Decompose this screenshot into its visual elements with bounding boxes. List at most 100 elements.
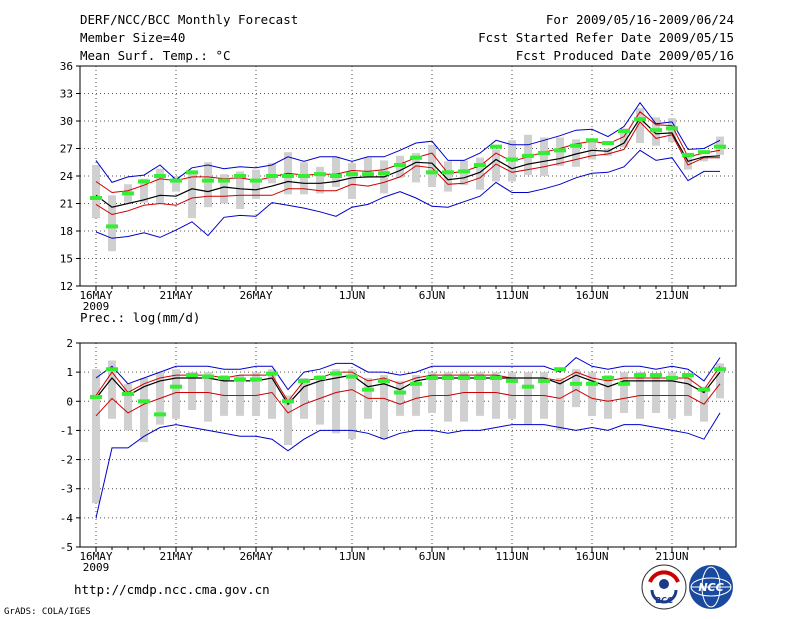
temp-observed-marker <box>186 170 198 175</box>
prec-spread-box <box>572 369 580 408</box>
prec-observed-marker <box>202 374 214 379</box>
temp-ytick-label: 24 <box>60 170 74 183</box>
prec-spread-box <box>316 375 324 425</box>
temp-observed-marker <box>234 174 246 178</box>
temp-observed-marker <box>266 174 278 178</box>
prec-observed-marker <box>634 373 646 378</box>
prec-observed-marker <box>618 381 630 386</box>
prec-spread-box <box>588 372 596 416</box>
temp-min-line <box>95 149 720 239</box>
prec-observed-marker <box>346 374 358 379</box>
temp-xtick-label: 11JUN <box>495 289 528 302</box>
temp-spread-box <box>108 195 116 252</box>
temp-observed-marker <box>330 174 342 178</box>
prec-observed-marker <box>250 377 262 382</box>
temp-xtick-year: 2009 <box>83 300 110 313</box>
footer-url[interactable]: http://cmdp.ncc.cma.gov.cn <box>74 582 270 597</box>
temp-spread-box <box>476 157 484 190</box>
prec-spread-box <box>108 360 116 419</box>
temp-spread-box <box>220 174 228 204</box>
prec-frame <box>79 342 737 548</box>
prec-ytick-label: 0 <box>66 395 73 408</box>
prec-spread-box <box>332 369 340 434</box>
temp-observed-marker <box>586 138 598 143</box>
prec-spread-box <box>412 375 420 416</box>
prec-spread-box <box>268 369 276 419</box>
prec-spread-box <box>348 369 356 440</box>
temp-xtick-label: 21JUN <box>655 289 688 302</box>
prec-observed-marker <box>490 375 502 380</box>
temp-observed-marker <box>666 126 678 131</box>
prec-spread-box <box>92 369 100 504</box>
chart-title: DERF/NCC/BCC Monthly Forecast <box>80 12 299 27</box>
prec-observed-marker <box>90 394 102 399</box>
temp-spread-box <box>636 108 644 143</box>
prec-spread-box <box>444 372 452 422</box>
temp-spread-box <box>300 162 308 195</box>
prec-observed-marker <box>330 371 342 376</box>
temp-ytick-label: 21 <box>60 198 73 211</box>
prec-observed-marker <box>298 378 310 383</box>
temp-observed-marker <box>698 150 710 155</box>
prec-observed-marker <box>458 375 470 380</box>
temp-spread-box <box>252 169 260 199</box>
grads-credit: GrADS: COLA/IGES <box>4 607 91 617</box>
temp-spread-box <box>572 139 580 167</box>
prec-ytick-label: -4 <box>60 512 74 525</box>
temp-spread-box <box>428 144 436 187</box>
temp-observed-marker <box>90 196 102 200</box>
temp-observed-marker <box>554 148 566 153</box>
prec-observed-marker <box>426 375 438 380</box>
prec-spread-box <box>460 372 468 422</box>
prec-observed-marker <box>362 387 374 392</box>
temp-observed-marker <box>314 172 326 177</box>
prec-observed-marker <box>682 373 694 378</box>
prec-observed-marker <box>122 392 134 396</box>
temp-observed-marker <box>602 141 614 145</box>
precip-variable-label: Prec.: log(mm/d) <box>80 310 201 325</box>
prec-max-line <box>95 356 721 391</box>
temp-observed-marker <box>282 174 294 178</box>
fcst-produced-date: Fcst Produced Date 2009/05/16 <box>515 48 734 63</box>
temp-observed-marker <box>426 170 438 175</box>
prec-ytick-label: -5 <box>60 541 73 554</box>
temp-observed-marker <box>362 172 374 177</box>
temp-spread-box <box>700 155 708 162</box>
temp-spread-box <box>92 165 100 219</box>
prec-xtick-label: 21JUN <box>655 550 688 563</box>
member-size: Member Size=40 <box>80 30 186 45</box>
prec-observed-marker <box>170 384 182 389</box>
temp-spread-box <box>236 171 244 209</box>
temp-ytick-label: 27 <box>60 143 73 156</box>
prec-spread-box <box>204 372 212 422</box>
temp-xtick-label: 16JUN <box>575 289 608 302</box>
forecast-period: For 2009/05/16-2009/06/24 <box>545 12 734 27</box>
prec-observed-marker <box>234 377 246 382</box>
temp-max-line <box>95 101 721 183</box>
temp-xtick-label: 6JUN <box>419 289 446 302</box>
prec-observed-marker <box>586 381 598 386</box>
prec-observed-marker <box>106 367 118 372</box>
prec-spread-box <box>140 377 148 443</box>
temp-ytick-label: 30 <box>60 115 73 128</box>
prec-mean-line <box>95 371 721 406</box>
prec-spread-box <box>492 372 500 419</box>
prec-xtick-label: 6JUN <box>419 550 446 563</box>
prec-xtick-label: 16JUN <box>575 550 608 563</box>
prec-ytick-label: 2 <box>66 337 73 350</box>
prec-observed-marker <box>666 375 678 380</box>
temp-observed-marker <box>378 171 390 176</box>
temp-observed-marker <box>506 157 518 162</box>
variable-label: Mean Surf. Temp.: °C <box>80 48 231 63</box>
temp-ytick-label: 12 <box>60 280 73 293</box>
temp-ytick-label: 15 <box>60 253 73 266</box>
temp-spread-box <box>268 163 276 184</box>
prec-spread-box <box>476 372 484 416</box>
prec-spread-box <box>380 375 388 440</box>
prec-ytick-label: -2 <box>60 454 73 467</box>
fcst-started-date: Fcst Started Refer Date 2009/05/15 <box>478 30 734 45</box>
temp-observed-marker <box>522 153 534 158</box>
prec-xtick-label: 21MAY <box>159 550 192 563</box>
temp-observed-marker <box>442 170 454 175</box>
